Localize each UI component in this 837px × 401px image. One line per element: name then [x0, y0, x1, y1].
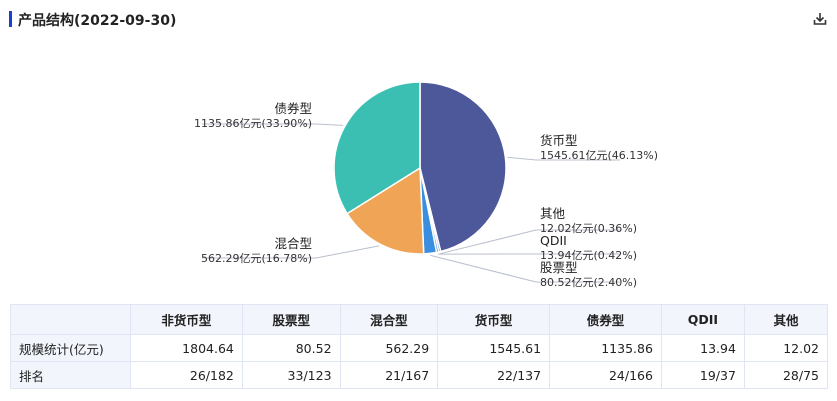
table-cell: 22/137: [437, 361, 551, 389]
leader-line: [440, 229, 620, 255]
download-icon[interactable]: [810, 9, 830, 29]
pie-slice[interactable]: [419, 81, 507, 253]
leader-line: [430, 254, 620, 283]
column-header: 其他: [743, 304, 829, 335]
pie-slices: [333, 81, 507, 255]
slice-value-label: 80.52亿元(2.40%): [540, 276, 637, 289]
table-corner-cell: [10, 304, 131, 335]
leader-line: [202, 245, 380, 259]
slice-name-label: 货币型: [540, 133, 578, 148]
column-header: 混合型: [339, 304, 439, 335]
title-accent-bar: [9, 11, 12, 27]
table-cell: 21/167: [339, 361, 439, 389]
slice-name-label: QDII: [540, 233, 567, 248]
slice-value-label: 13.94亿元(0.42%): [540, 249, 637, 262]
row-label: 规模统计(亿元): [10, 334, 131, 362]
slice-name-label: 其他: [540, 206, 566, 221]
column-header: QDII: [660, 304, 745, 335]
slice-name-label: 债券型: [274, 101, 312, 116]
column-header: 非货币型: [130, 304, 243, 335]
header: 产品结构(2022-09-30): [0, 0, 837, 40]
stats-table: 非货币型 股票型 混合型 货币型 债券型 QDII 其他 规模统计(亿元) 18…: [10, 304, 829, 389]
column-header: 债券型: [549, 304, 662, 335]
table-cell: 24/166: [549, 361, 662, 389]
leader-line: [202, 123, 344, 126]
column-header: 货币型: [437, 304, 551, 335]
table-row: 排名 26/182 33/123 21/167 22/137 24/166 19…: [10, 361, 829, 389]
slice-value-label: 12.02亿元(0.36%): [540, 222, 637, 235]
table-cell: 80.52: [241, 334, 341, 362]
table-cell: 12.02: [743, 334, 829, 362]
pie-slice[interactable]: [346, 166, 425, 255]
chart-title: 产品结构(2022-09-30): [18, 13, 177, 29]
leader-line: [507, 156, 620, 161]
table-cell: 562.29: [339, 334, 439, 362]
slice-name-label: 股票型: [540, 260, 578, 275]
slice-value-label: 1135.86亿元(33.90%): [194, 117, 312, 130]
table-cell: 28/75: [743, 361, 829, 389]
pie-slice[interactable]: [333, 81, 421, 215]
table-cell: 1135.86: [549, 334, 662, 362]
table-header-row: 非货币型 股票型 混合型 货币型 债券型 QDII 其他: [10, 304, 829, 335]
table-cell: 1804.64: [130, 334, 243, 362]
table-cell: 1545.61: [437, 334, 551, 362]
table-cell: 13.94: [660, 334, 745, 362]
table-cell: 19/37: [660, 361, 745, 389]
leader-lines: [202, 123, 620, 283]
slice-value-label: 1545.61亿元(46.13%): [540, 149, 658, 162]
table-row: 规模统计(亿元) 1804.64 80.52 562.29 1545.61 11…: [10, 334, 829, 362]
table-cell: 26/182: [130, 361, 243, 389]
table-cell: 33/123: [241, 361, 341, 389]
row-label: 排名: [10, 361, 131, 389]
column-header: 股票型: [241, 304, 341, 335]
slice-name-label: 混合型: [274, 236, 312, 251]
slice-value-label: 562.29亿元(16.78%): [201, 252, 312, 265]
